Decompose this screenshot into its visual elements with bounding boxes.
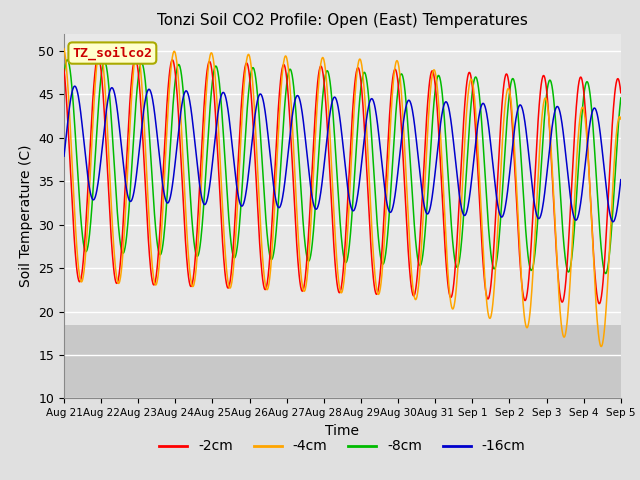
Text: TZ_soilco2: TZ_soilco2 (72, 47, 152, 60)
Bar (64, 324, 621, 398)
Title: Tonzi Soil CO2 Profile: Open (East) Temperatures: Tonzi Soil CO2 Profile: Open (East) Temp… (157, 13, 528, 28)
Legend: -2cm, -4cm, -8cm, -16cm: -2cm, -4cm, -8cm, -16cm (154, 434, 531, 459)
X-axis label: Time: Time (325, 424, 360, 438)
Y-axis label: Soil Temperature (C): Soil Temperature (C) (19, 145, 33, 287)
